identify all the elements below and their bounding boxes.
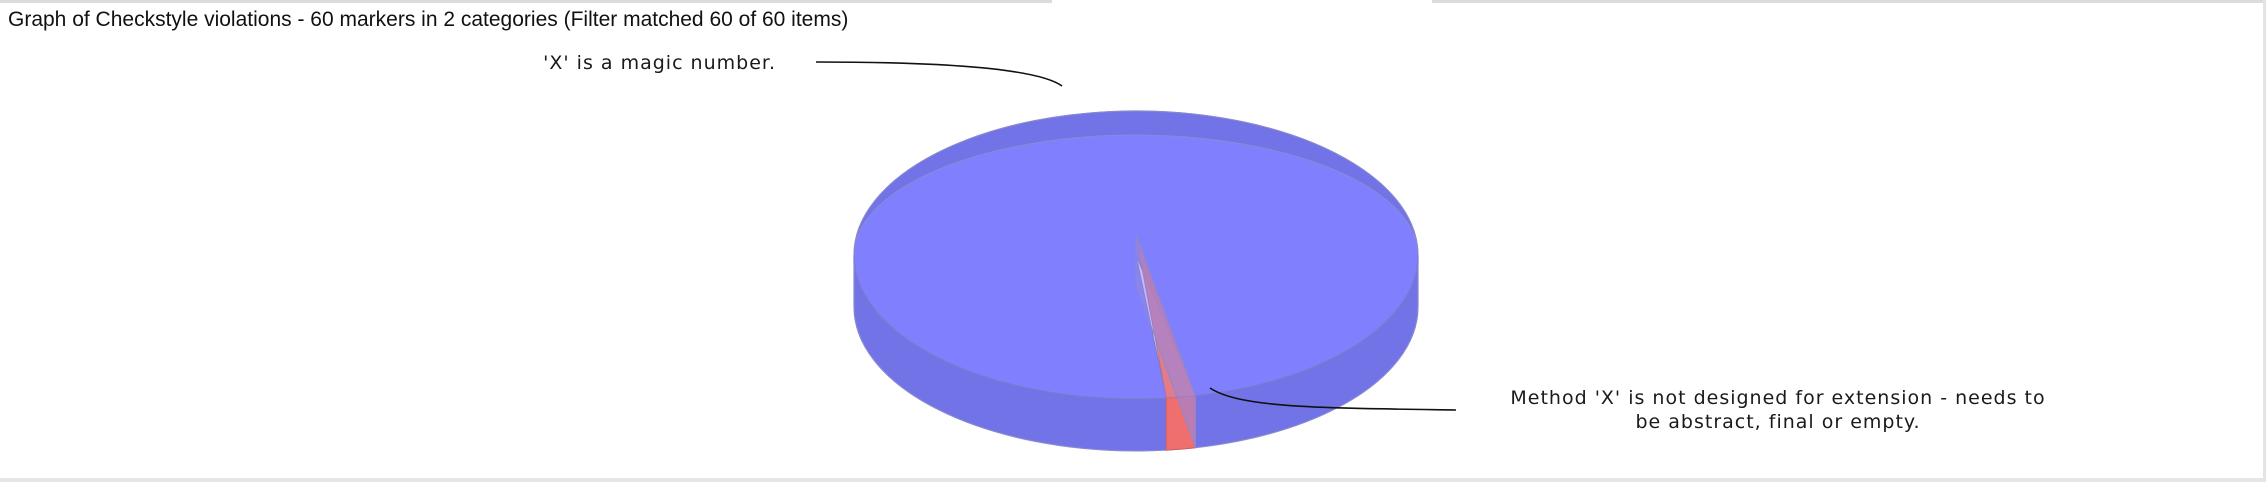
label-leader-line: [1209, 387, 1457, 411]
top-border: [1432, 0, 2266, 3]
bottom-border: [0, 478, 2266, 482]
slice-label-line: be abstract, final or empty.: [1635, 411, 1920, 433]
label-leader-line: [815, 61, 1063, 87]
slice-label-line: 'X' is a magic number.: [543, 52, 776, 74]
pie-3d-group: [853, 110, 1419, 452]
pie-slice-cut: [1135, 234, 1196, 448]
pie-rim: [853, 110, 1419, 256]
top-border: [0, 0, 1052, 3]
slice-label: 'X' is a magic number.: [543, 52, 776, 74]
chart-title: Graph of Checkstyle violations - 60 mark…: [8, 8, 849, 31]
slice-label-line: Method 'X' is not designed for extension…: [1510, 387, 2045, 409]
slice-label: Method 'X' is not designed for extension…: [1510, 387, 2045, 433]
right-border: [2263, 0, 2266, 482]
